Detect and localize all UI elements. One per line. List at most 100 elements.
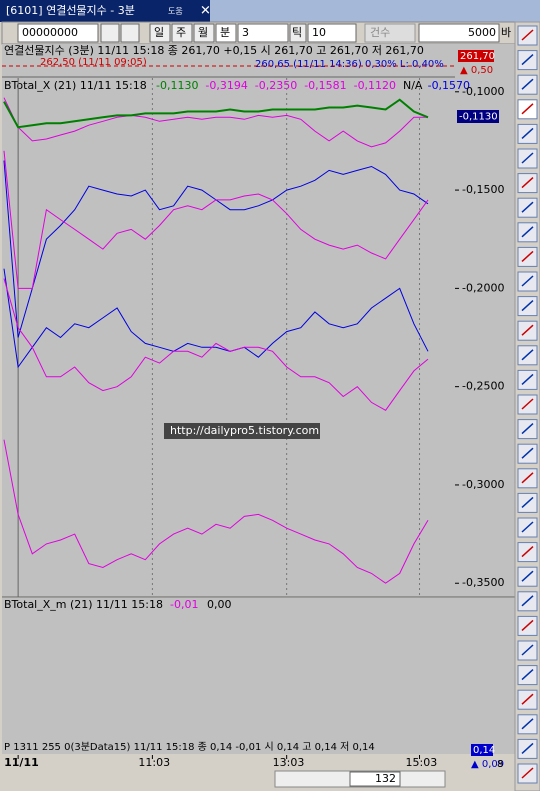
y-tick-label: -0,3500	[462, 576, 504, 589]
tool-glyph	[521, 349, 534, 361]
tool-glyph	[521, 742, 534, 754]
search-btn[interactable]	[100, 23, 120, 43]
indicator-value: N/A	[403, 79, 423, 92]
code-input[interactable]	[17, 23, 99, 43]
period-value: 3	[242, 26, 249, 39]
sub-title: BTotal_X_m (21) 11/11 15:18	[4, 598, 163, 611]
indicator-value: -0,1130	[156, 79, 198, 92]
series-line	[3, 278, 429, 411]
indicator-value: -0,1581	[304, 79, 346, 92]
main-panel	[2, 44, 455, 597]
count-value: 5000	[468, 26, 496, 39]
tick-btn[interactable]	[289, 23, 307, 43]
tool-glyph	[521, 54, 534, 66]
status-count: 8	[497, 759, 503, 770]
tick-value: 10	[312, 26, 326, 39]
series-line	[3, 439, 429, 584]
status-bar	[2, 740, 515, 754]
count-mode-text: 건수	[370, 26, 390, 39]
tool-glyph	[521, 127, 534, 139]
indicator-value: -0,1570	[428, 79, 470, 92]
tool-glyph	[521, 718, 534, 730]
status-badge	[471, 744, 493, 756]
y-tick-label: -0,3000	[462, 478, 504, 491]
tool-glyph	[521, 496, 534, 508]
period-label: 일	[154, 25, 164, 39]
tool-glyph	[521, 398, 534, 410]
x-tick-label: 11/11	[4, 756, 39, 769]
period-btn[interactable]	[149, 23, 171, 43]
count-unit: 바	[501, 26, 511, 39]
tool-glyph	[521, 29, 534, 41]
tool-glyph	[521, 152, 534, 164]
sub-header-value: -0,01	[170, 598, 198, 611]
tool-glyph	[521, 226, 534, 238]
indicator-value: -0,1120	[354, 79, 396, 92]
tick-select[interactable]	[307, 23, 357, 43]
tool-glyph	[521, 521, 534, 533]
tool-glyph	[521, 324, 534, 336]
tool-glyph	[521, 472, 534, 484]
title-bar	[210, 0, 540, 22]
current-value: -0,1130	[459, 112, 498, 123]
watermark-bg	[164, 423, 320, 439]
tool-glyph	[521, 644, 534, 656]
price-low: 260,65 (11/11 14:36) 0,30% L: 0,40%	[255, 59, 444, 70]
status-text: P 1311 255 0(3분Data15) 11/11 15:18 종 0,1…	[4, 741, 375, 753]
tool-glyph	[521, 373, 534, 385]
tool-glyph	[521, 201, 534, 213]
count-input[interactable]	[418, 23, 500, 43]
period-btn[interactable]	[193, 23, 215, 43]
window-title: [6101] 연결선물지수 - 3분	[6, 4, 135, 17]
series-line	[3, 268, 429, 369]
period-label: 주	[176, 26, 186, 39]
series-line	[3, 98, 429, 129]
tick-label: 틱	[292, 26, 302, 39]
code-text: 00000000	[22, 26, 78, 39]
scroll-input[interactable]	[349, 771, 401, 787]
tool-glyph	[521, 250, 534, 262]
tool-glyph	[521, 300, 534, 312]
tool-glyph	[521, 275, 534, 287]
scroll-value: 132	[375, 772, 396, 785]
y-tick-label: -0,2500	[462, 380, 504, 393]
count-mode[interactable]	[364, 23, 416, 43]
tool-glyph	[521, 447, 534, 459]
series-line	[3, 150, 429, 289]
y-tick-label: -0,1500	[462, 183, 504, 196]
status-badge-text: 0,14	[473, 745, 495, 756]
price-change: ▲ 0,50	[460, 65, 493, 76]
x-tick-label: 15:03	[406, 756, 438, 769]
sub-axis-bg	[455, 598, 515, 740]
y-tick-label: -0,2000	[462, 281, 504, 294]
indicator-value: -0,3194	[205, 79, 247, 92]
tool-glyph	[521, 669, 534, 681]
close-tab[interactable]: ✕	[200, 4, 211, 19]
period-label: 분	[220, 26, 230, 39]
clear-btn[interactable]	[120, 23, 140, 43]
series-line	[3, 97, 428, 148]
period-btn[interactable]	[171, 23, 193, 43]
price-badge	[458, 50, 494, 62]
tool-glyph	[521, 619, 534, 631]
tool-glyph	[521, 78, 534, 90]
tool-glyph	[521, 693, 534, 705]
main-axis-bg	[455, 44, 515, 597]
price-value: 261,70	[460, 51, 495, 62]
y-tick-label: -0,1000	[462, 85, 504, 98]
indicator-name: BTotal_X (21) 11/11 15:18	[4, 79, 147, 92]
sub-header-value: 0,00	[207, 598, 232, 611]
tool-glyph	[521, 103, 534, 115]
tool-glyph	[521, 767, 534, 779]
period-select[interactable]	[237, 23, 289, 43]
x-tick-label: 13:03	[273, 756, 305, 769]
period-btn[interactable]	[215, 23, 237, 43]
price-header: 연결선물지수 (3분) 11/11 15:18 종 261,70 +0,15 시…	[4, 44, 424, 57]
watermark: http://dailypro5.tistory.com	[170, 424, 319, 437]
x-tick-label: 11:03	[138, 756, 170, 769]
title-tab[interactable]	[0, 0, 210, 22]
tool-glyph	[521, 546, 534, 558]
price-high: 262,50 (11/11 09:05)	[40, 57, 147, 68]
tool-glyph	[521, 570, 534, 582]
tool-glyph	[521, 423, 534, 435]
